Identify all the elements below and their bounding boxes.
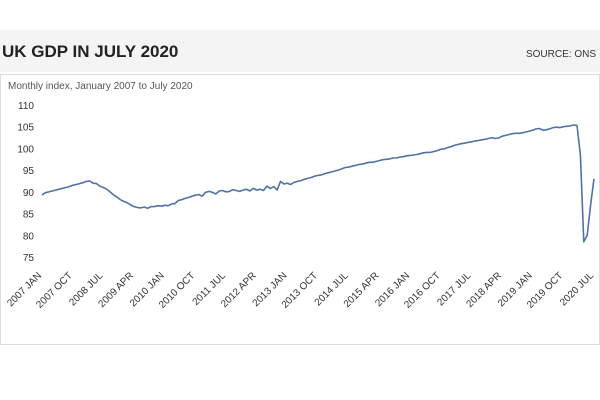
subtitle: Monthly index, January 2007 to July 2020 <box>8 81 193 92</box>
chart-title: UK GDP IN JULY 2020 <box>2 42 178 61</box>
y-tick-label: 85 <box>23 210 35 221</box>
data-line <box>41 124 595 243</box>
y-tick-label: 95 <box>23 166 35 177</box>
panel <box>0 74 600 345</box>
source: SOURCE: ONS <box>526 49 596 60</box>
y-tick-label: 80 <box>23 231 35 242</box>
y-tick-label: 100 <box>17 144 34 155</box>
y-tick-label: 75 <box>23 253 35 264</box>
y-tick-label: 105 <box>17 123 34 134</box>
title-band <box>0 30 600 72</box>
y-tick-label: 110 <box>18 101 34 112</box>
y-tick-label: 90 <box>23 188 35 199</box>
